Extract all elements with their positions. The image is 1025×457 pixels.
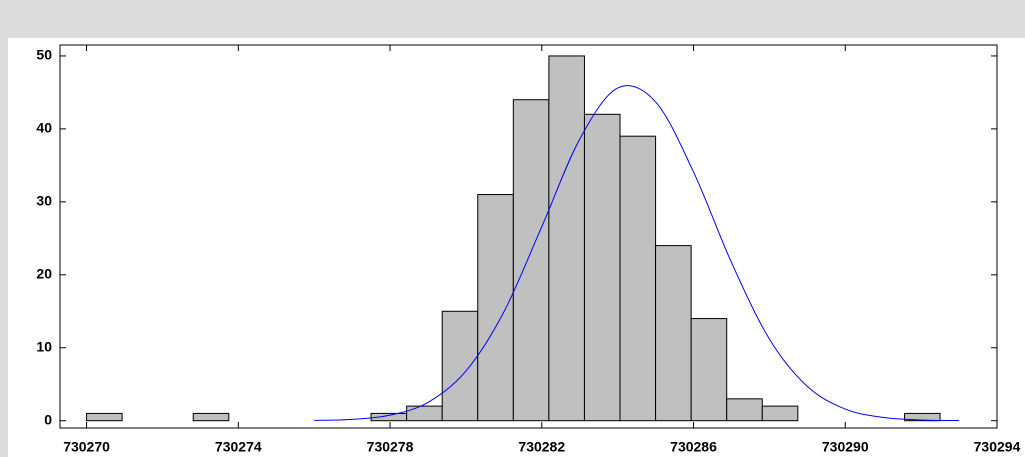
histogram-bar — [512, 99, 550, 422]
histogram-bar — [192, 412, 230, 422]
x-tick-label: 730274 — [215, 439, 262, 455]
histogram-bar — [583, 113, 621, 422]
histogram-bar — [726, 398, 763, 422]
histogram-bar — [655, 245, 692, 422]
fit-curve — [314, 85, 960, 422]
histogram-bar — [690, 318, 728, 422]
plot-frame — [59, 44, 998, 429]
y-tick-label: 50 — [36, 47, 52, 63]
histogram-bar — [441, 310, 479, 422]
histogram-bar — [619, 135, 657, 422]
x-tick-label: 730282 — [518, 439, 565, 455]
histogram-bar — [761, 405, 799, 422]
x-tick-label: 730294 — [974, 439, 1021, 455]
y-tick-label: 0 — [44, 411, 52, 427]
y-tick-label: 30 — [36, 193, 52, 209]
histogram-bar — [477, 194, 514, 422]
x-tick-label: 730286 — [670, 439, 717, 455]
x-tick-label: 730278 — [367, 439, 414, 455]
histogram-bar — [904, 412, 941, 422]
y-tick-label: 10 — [36, 338, 52, 354]
histogram-bar — [86, 412, 123, 422]
x-tick-label: 730270 — [63, 439, 110, 455]
y-tick-label: 20 — [36, 266, 52, 282]
histogram-bar — [548, 55, 585, 422]
y-tick-label: 40 — [36, 120, 52, 136]
histogram-bar — [406, 405, 443, 422]
x-tick-label: 730290 — [822, 439, 869, 455]
